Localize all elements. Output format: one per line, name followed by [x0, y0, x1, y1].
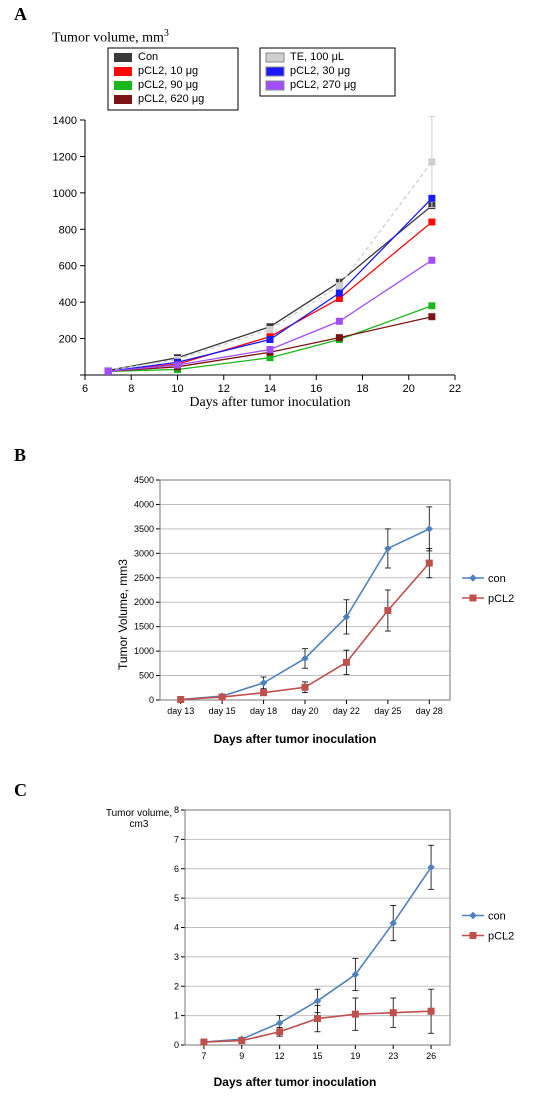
- svg-text:day 25: day 25: [374, 706, 401, 716]
- svg-text:Con: Con: [138, 51, 158, 63]
- panel-a-ylabel-sup: 3: [164, 28, 169, 39]
- figure: A Tumor volume, mm3 20040060080010001200…: [0, 0, 539, 1113]
- svg-text:14: 14: [264, 383, 276, 395]
- svg-text:6: 6: [82, 383, 88, 395]
- svg-text:1400: 1400: [53, 115, 77, 127]
- svg-text:18: 18: [356, 383, 368, 395]
- panel-a-xlabel: Days after tumor inoculation: [90, 395, 450, 411]
- svg-text:3000: 3000: [134, 548, 154, 558]
- panel-c-xlabel: Days after tumor inoculation: [145, 1075, 445, 1089]
- svg-text:4000: 4000: [134, 499, 154, 509]
- svg-text:5: 5: [174, 893, 179, 903]
- svg-text:7: 7: [201, 1051, 206, 1061]
- panel-b-xlabel: Days after tumor inoculation: [145, 732, 445, 746]
- svg-text:4: 4: [174, 923, 179, 933]
- svg-text:800: 800: [59, 224, 77, 236]
- svg-text:con: con: [488, 911, 506, 923]
- svg-text:12: 12: [218, 383, 230, 395]
- panel-c-label: C: [14, 780, 27, 801]
- svg-text:9: 9: [239, 1051, 244, 1061]
- svg-text:20: 20: [403, 383, 415, 395]
- svg-text:16: 16: [310, 383, 322, 395]
- svg-text:2000: 2000: [134, 597, 154, 607]
- svg-text:1000: 1000: [53, 188, 77, 200]
- panel-a-label: A: [14, 4, 27, 25]
- svg-text:day 15: day 15: [209, 706, 236, 716]
- svg-text:1500: 1500: [134, 622, 154, 632]
- svg-text:day 20: day 20: [291, 706, 318, 716]
- svg-text:con: con: [488, 573, 506, 585]
- svg-text:2500: 2500: [134, 573, 154, 583]
- svg-text:1: 1: [174, 1011, 179, 1021]
- svg-text:3500: 3500: [134, 524, 154, 534]
- svg-text:26: 26: [426, 1051, 436, 1061]
- svg-text:day 13: day 13: [167, 706, 194, 716]
- panel-b-label: B: [14, 445, 26, 466]
- svg-text:1000: 1000: [134, 646, 154, 656]
- svg-text:1200: 1200: [53, 151, 77, 163]
- svg-text:600: 600: [59, 261, 77, 273]
- svg-text:7: 7: [174, 834, 179, 844]
- svg-text:pCL2, 30 μg: pCL2, 30 μg: [290, 65, 350, 77]
- svg-text:8: 8: [128, 383, 134, 395]
- svg-text:pCL2, 10 μg: pCL2, 10 μg: [138, 65, 198, 77]
- panel-a-chart: 200 400 600 800 1000 1200 1400 6 8 10 12 14 16 18 20 22…: [0, 40, 539, 400]
- svg-text:8: 8: [174, 805, 179, 815]
- svg-text:3: 3: [174, 952, 179, 962]
- svg-text:6: 6: [174, 864, 179, 874]
- panel-b-chart: 0 500 1000 1500 2000 2500 3000 3500 4000 4500 day …: [105, 470, 535, 740]
- svg-text:pCL2, 620 μg: pCL2, 620 μg: [138, 93, 204, 105]
- svg-text:pCL2, 90 μg: pCL2, 90 μg: [138, 79, 198, 91]
- svg-text:19: 19: [350, 1051, 360, 1061]
- svg-text:2: 2: [174, 981, 179, 991]
- svg-text:0: 0: [174, 1040, 179, 1050]
- svg-text:500: 500: [139, 671, 154, 681]
- svg-text:4500: 4500: [134, 475, 154, 485]
- svg-text:pCL2: pCL2: [488, 593, 514, 605]
- panel-c-chart: 012345678791215192326conpCL2: [105, 800, 535, 1080]
- svg-text:200: 200: [59, 334, 77, 346]
- svg-text:10: 10: [171, 383, 183, 395]
- svg-text:12: 12: [275, 1051, 285, 1061]
- svg-text:15: 15: [312, 1051, 322, 1061]
- svg-text:pCL2, 270 μg: pCL2, 270 μg: [290, 79, 356, 91]
- svg-text:23: 23: [388, 1051, 398, 1061]
- svg-text:TE, 100 μL: TE, 100 μL: [290, 51, 344, 63]
- svg-text:22: 22: [449, 383, 461, 395]
- svg-text:pCL2: pCL2: [488, 931, 514, 943]
- svg-text:day 28: day 28: [416, 706, 443, 716]
- svg-text:400: 400: [59, 297, 77, 309]
- svg-text:0: 0: [149, 695, 154, 705]
- svg-text:day 18: day 18: [250, 706, 277, 716]
- svg-text:day 22: day 22: [333, 706, 360, 716]
